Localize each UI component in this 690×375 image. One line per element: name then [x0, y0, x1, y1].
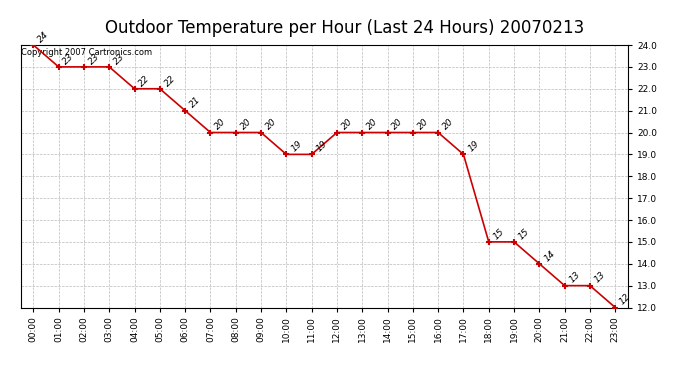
Text: 23: 23 — [87, 52, 101, 66]
Text: 20: 20 — [415, 117, 430, 132]
Text: 20: 20 — [441, 117, 455, 132]
Text: 13: 13 — [593, 270, 607, 285]
Text: 19: 19 — [289, 139, 304, 154]
Text: 23: 23 — [61, 52, 76, 66]
Text: 20: 20 — [213, 117, 228, 132]
Text: 19: 19 — [466, 139, 481, 154]
Text: 22: 22 — [137, 74, 152, 88]
Text: 15: 15 — [491, 226, 506, 241]
Text: 20: 20 — [239, 117, 253, 132]
Text: 20: 20 — [365, 117, 380, 132]
Text: Copyright 2007 Cartronics.com: Copyright 2007 Cartronics.com — [21, 48, 152, 57]
Text: 23: 23 — [112, 52, 126, 66]
Text: 12: 12 — [618, 292, 633, 307]
Text: 19: 19 — [315, 139, 329, 154]
Text: 20: 20 — [264, 117, 278, 132]
Text: 13: 13 — [567, 270, 582, 285]
Text: 21: 21 — [188, 95, 202, 110]
Text: Outdoor Temperature per Hour (Last 24 Hours) 20070213: Outdoor Temperature per Hour (Last 24 Ho… — [106, 19, 584, 37]
Text: 15: 15 — [517, 226, 531, 241]
Text: 24: 24 — [36, 30, 50, 44]
Text: 20: 20 — [391, 117, 405, 132]
Text: 22: 22 — [163, 74, 177, 88]
Text: 20: 20 — [339, 117, 354, 132]
Text: 14: 14 — [542, 249, 557, 263]
